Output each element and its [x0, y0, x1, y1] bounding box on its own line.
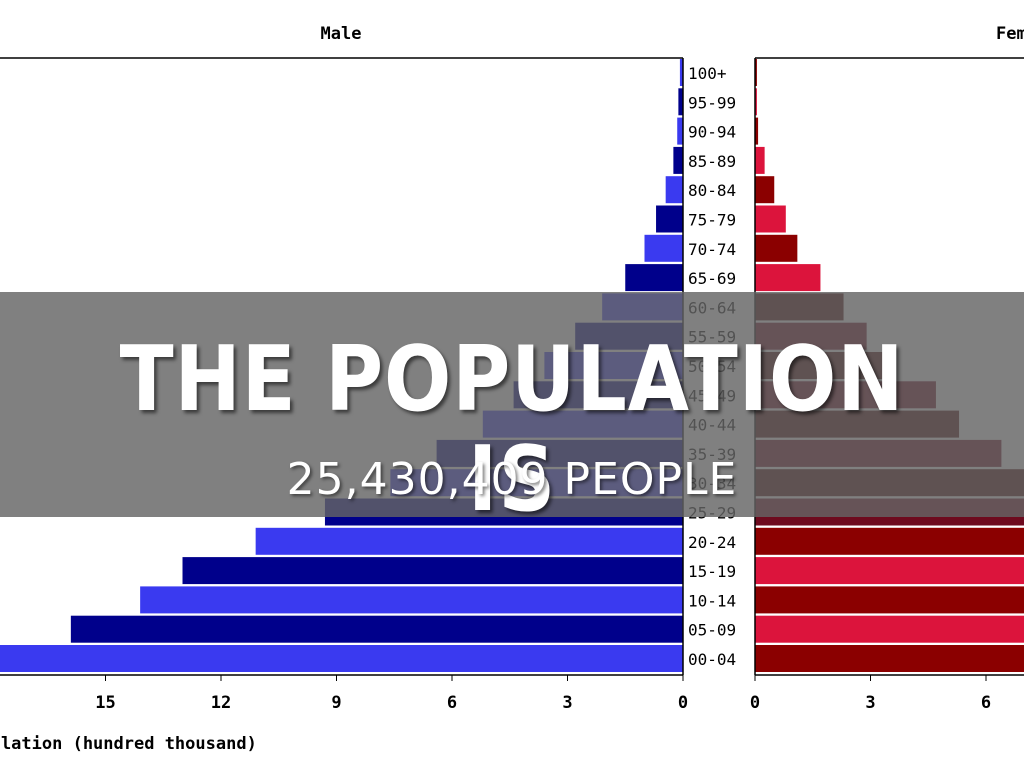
- male-tick-label-0: 0: [678, 693, 688, 713]
- male-tick-label-12: 12: [211, 693, 231, 713]
- female-bar-95-99: [755, 88, 757, 116]
- age-label-75-79: 75-79: [688, 211, 736, 230]
- age-label-20-24: 20-24: [688, 533, 736, 552]
- female-bar-90-94: [755, 117, 759, 145]
- male-bar-90-94: [677, 117, 683, 145]
- male-bar-15-19: [182, 557, 683, 585]
- age-label-90-94: 90-94: [688, 123, 736, 142]
- age-label-80-84: 80-84: [688, 181, 736, 200]
- male-bar-65-69: [625, 264, 683, 292]
- female-bar-20-24: [755, 527, 1024, 555]
- population-count: 25,430,409 PEOPLE: [286, 454, 738, 505]
- female-bar-75-79: [755, 205, 786, 233]
- age-label-65-69: 65-69: [688, 269, 736, 288]
- overlay-banner: [0, 292, 1024, 517]
- female-bar-85-89: [755, 146, 765, 174]
- male-tick-label-15: 15: [95, 693, 115, 713]
- age-label-15-19: 15-19: [688, 562, 736, 581]
- female-bar-70-74: [755, 234, 798, 262]
- age-label-05-09: 05-09: [688, 621, 736, 640]
- male-tick-label-9: 9: [331, 693, 341, 713]
- female-bar-80-84: [755, 176, 775, 204]
- female-tick-label-0: 0: [750, 693, 760, 713]
- male-bar-100+: [679, 59, 683, 86]
- male-bar-80-84: [665, 176, 683, 204]
- male-bar-10-14: [140, 586, 683, 614]
- age-label-00-04: 00-04: [688, 650, 736, 669]
- age-label-100+: 100+: [688, 64, 727, 83]
- female-bar-15-19: [755, 557, 1024, 585]
- female-bar-10-14: [755, 586, 1024, 614]
- male-tick-label-3: 3: [562, 693, 572, 713]
- female-bar-05-09: [755, 615, 1024, 643]
- male-bar-85-89: [673, 146, 683, 174]
- age-label-10-14: 10-14: [688, 591, 736, 610]
- age-label-85-89: 85-89: [688, 152, 736, 171]
- male-bar-05-09: [70, 615, 684, 643]
- female-bar-00-04: [755, 645, 1024, 672]
- x-axis-label: Population (hundred thousand): [0, 734, 257, 754]
- headline: THE POPULATION IS: [119, 327, 905, 532]
- age-label-70-74: 70-74: [688, 240, 736, 259]
- female-tick-label-3: 3: [865, 693, 875, 713]
- female-tick-label-6: 6: [981, 693, 991, 713]
- male-bar-70-74: [644, 234, 683, 262]
- male-bar-00-04: [0, 645, 683, 672]
- male-bar-75-79: [656, 205, 683, 233]
- male-tick-label-6: 6: [447, 693, 457, 713]
- age-label-95-99: 95-99: [688, 93, 736, 112]
- male-title: Male: [321, 24, 362, 44]
- male-bar-20-24: [255, 527, 683, 555]
- female-bar-65-69: [755, 264, 821, 292]
- female-bar-100+: [755, 59, 757, 86]
- female-title: Female: [996, 24, 1024, 44]
- male-bar-95-99: [678, 88, 683, 116]
